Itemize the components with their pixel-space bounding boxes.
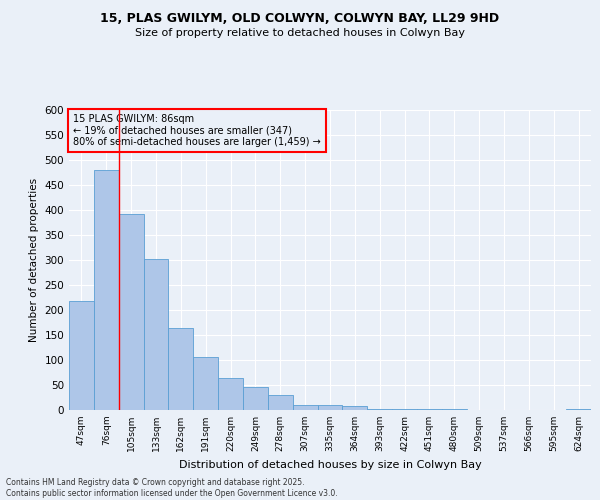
Bar bbox=[293, 405, 317, 410]
Bar bbox=[169, 328, 193, 410]
Bar bbox=[143, 259, 169, 410]
Bar bbox=[367, 408, 392, 410]
Text: Contains HM Land Registry data © Crown copyright and database right 2025.
Contai: Contains HM Land Registry data © Crown c… bbox=[6, 478, 338, 498]
Text: 15 PLAS GWILYM: 86sqm
← 19% of detached houses are smaller (347)
80% of semi-det: 15 PLAS GWILYM: 86sqm ← 19% of detached … bbox=[73, 114, 321, 148]
Bar bbox=[442, 409, 467, 410]
Bar bbox=[193, 357, 218, 410]
Bar bbox=[417, 409, 442, 410]
Bar bbox=[268, 395, 293, 410]
Bar bbox=[317, 405, 343, 410]
Text: Size of property relative to detached houses in Colwyn Bay: Size of property relative to detached ho… bbox=[135, 28, 465, 38]
Bar bbox=[566, 409, 591, 410]
Bar bbox=[94, 170, 119, 410]
X-axis label: Distribution of detached houses by size in Colwyn Bay: Distribution of detached houses by size … bbox=[179, 460, 481, 469]
Bar bbox=[243, 386, 268, 410]
Bar bbox=[218, 378, 243, 410]
Bar bbox=[69, 301, 94, 410]
Bar bbox=[119, 214, 143, 410]
Bar bbox=[343, 406, 367, 410]
Text: 15, PLAS GWILYM, OLD COLWYN, COLWYN BAY, LL29 9HD: 15, PLAS GWILYM, OLD COLWYN, COLWYN BAY,… bbox=[100, 12, 500, 26]
Y-axis label: Number of detached properties: Number of detached properties bbox=[29, 178, 39, 342]
Bar bbox=[392, 408, 417, 410]
